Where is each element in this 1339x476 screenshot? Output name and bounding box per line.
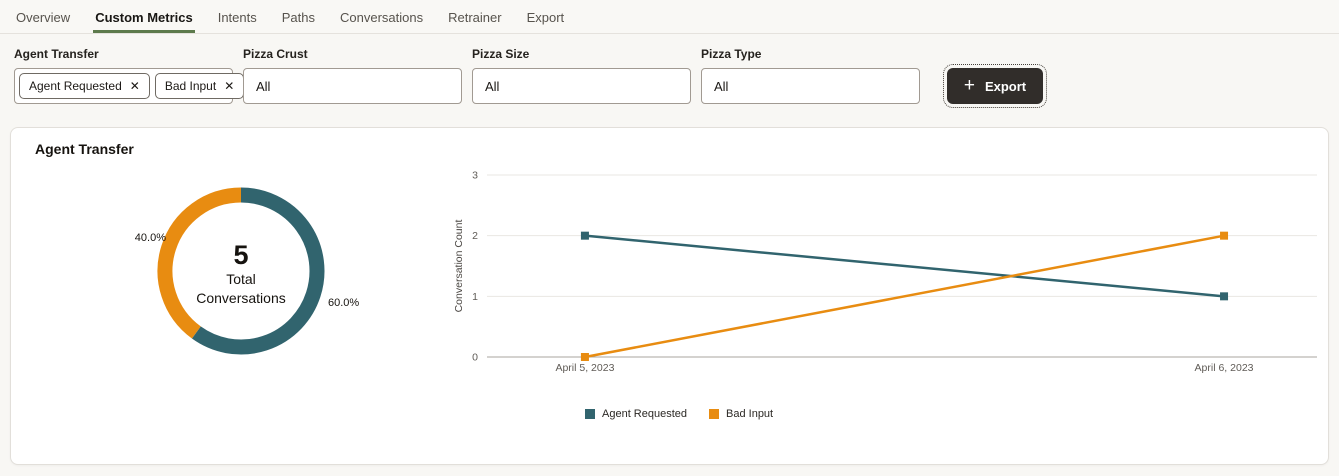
x-tick-april-6-2023: April 6, 2023: [1195, 362, 1254, 374]
line-bad-input[interactable]: [584, 234, 1225, 359]
donut-chart: [157, 187, 325, 355]
chart-legend: Agent Requested Bad Input: [585, 408, 773, 420]
tab-conversations[interactable]: Conversations: [340, 10, 424, 25]
line-chart-section: 0 1 2 3 Conversation Count April 5, 2023 April…: [451, 156, 1328, 456]
marker-agent-requested-1[interactable]: [1220, 292, 1229, 301]
tab-retrainer[interactable]: Retrainer: [448, 10, 502, 25]
export-button-label: Export: [984, 78, 1027, 94]
pizza-size-select[interactable]: All: [472, 68, 691, 104]
legend-label-agent-requested: Agent Requested: [602, 408, 688, 420]
filter-label-agent-transfer: Agent Transfer: [14, 47, 99, 61]
plus-icon: +: [963, 75, 975, 96]
pizza-size-value: All: [485, 78, 500, 94]
filter-agent-transfer: Agent Transfer Agent Requested ✕ Bad Inp…: [14, 47, 245, 104]
donut-center-label-2: Conversations: [196, 290, 286, 306]
export-button[interactable]: + Export: [943, 64, 1047, 108]
donut-segment-bad-input[interactable]: [157, 187, 242, 339]
card-body: 40.0% 60.0% 5 Total Conversations 0 1 2 3 Co…: [11, 156, 1328, 456]
filter-label-pizza-crust: Pizza Crust: [243, 47, 308, 61]
tab-paths[interactable]: Paths: [281, 10, 315, 25]
chip-label-bad-input: Bad Input: [164, 79, 217, 93]
y-tick-0: 0: [472, 352, 478, 364]
remove-chip-icon[interactable]: ✕: [129, 79, 140, 93]
card-title: Agent Transfer: [35, 141, 134, 157]
filter-label-pizza-size: Pizza Size: [472, 47, 530, 61]
legend-label-bad-input: Bad Input: [726, 408, 774, 420]
donut-section: 40.0% 60.0% 5 Total Conversations: [11, 156, 451, 456]
chip-bad-input[interactable]: Bad Input ✕: [154, 73, 245, 99]
legend-item-bad-input[interactable]: Bad Input: [709, 408, 773, 420]
legend-swatch-agent-requested: [585, 409, 595, 419]
y-tick-3: 3: [472, 170, 478, 182]
donut-center-label-1: Total: [226, 271, 256, 287]
tab-overview[interactable]: Overview: [16, 10, 71, 25]
line-agent-requested[interactable]: [584, 234, 1225, 298]
legend-item-agent-requested[interactable]: Agent Requested: [585, 408, 687, 420]
tab-bar: Overview Custom Metrics Intents Paths Co…: [0, 0, 1339, 34]
y-tick-1: 1: [472, 291, 478, 303]
chip-label-agent-requested: Agent Requested: [29, 79, 122, 93]
marker-bad-input-0[interactable]: [580, 353, 589, 361]
donut-segment-agent-requested[interactable]: [191, 187, 325, 355]
tab-intents[interactable]: Intents: [217, 10, 257, 25]
agent-transfer-select[interactable]: Agent Requested ✕ Bad Input ✕: [14, 68, 245, 104]
filter-pizza-size: Pizza Size All: [472, 47, 691, 104]
donut-pct-bad-input: 40.0%: [134, 232, 166, 244]
pizza-type-value: All: [714, 78, 729, 94]
y-tick-2: 2: [472, 230, 478, 242]
filter-pizza-type: Pizza Type All: [701, 47, 920, 104]
donut-center-text: 5 Total Conversations: [141, 240, 341, 308]
remove-chip-icon[interactable]: ✕: [224, 79, 235, 93]
pizza-type-select[interactable]: All: [701, 68, 920, 104]
pizza-crust-select[interactable]: All: [243, 68, 462, 104]
y-axis-label: Conversation Count: [453, 220, 465, 313]
filter-label-pizza-type: Pizza Type: [701, 47, 762, 61]
donut-pct-agent-requested: 60.0%: [328, 297, 360, 309]
donut-total-value: 5: [233, 240, 249, 270]
marker-agent-requested-0[interactable]: [580, 231, 589, 240]
filter-pizza-crust: Pizza Crust All: [243, 47, 462, 104]
agent-transfer-card: Agent Transfer 40.0% 60.0% 5 Total Conve…: [10, 127, 1329, 465]
chip-agent-requested[interactable]: Agent Requested ✕: [19, 73, 150, 99]
legend-swatch-bad-input: [709, 409, 720, 419]
line-chart: 0 1 2 3 Conversation Count April 5, 2023 April…: [453, 170, 1317, 374]
tab-custom-metrics[interactable]: Custom Metrics: [93, 0, 195, 33]
x-tick-april-5-2023: April 5, 2023: [555, 362, 614, 374]
tab-export[interactable]: Export: [526, 10, 565, 25]
pizza-crust-value: All: [256, 78, 271, 94]
marker-bad-input-1[interactable]: [1220, 231, 1229, 240]
filter-bar: Agent Transfer Agent Requested ✕ Bad Inp…: [0, 34, 1339, 108]
